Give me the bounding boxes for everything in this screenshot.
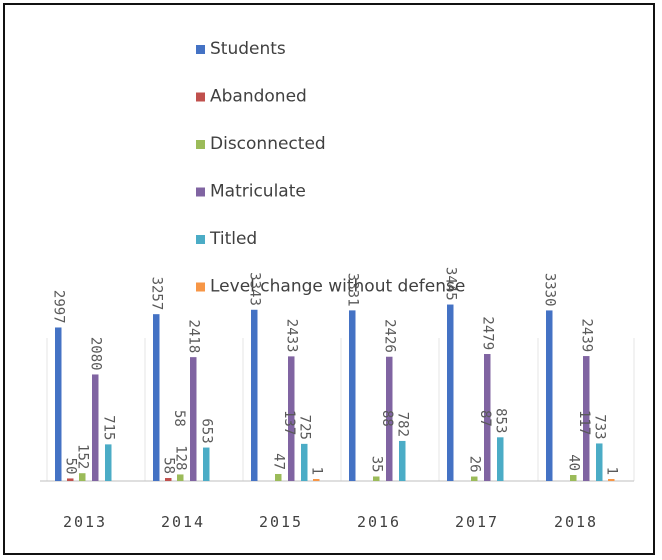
data-label-students-2017: 3445 <box>442 267 458 301</box>
data-label-students-2016: 3331 <box>344 273 360 307</box>
data-label-disconnected-2016: 35 <box>368 456 384 473</box>
data-label-students-2014: 3257 <box>148 277 164 311</box>
category-label-2013: 2013 <box>63 513 107 531</box>
bar-matriculate-2016 <box>386 356 393 481</box>
bar-disconnected-2017 <box>471 476 478 481</box>
data-label-extra-2014: 58 <box>171 410 187 427</box>
data-label-titled-2016: 782 <box>394 412 410 437</box>
data-label-students-2013: 2997 <box>50 290 66 324</box>
data-label-abandoned-2014: 58 <box>160 457 176 474</box>
bar-abandoned-2013 <box>67 478 74 481</box>
bar-level-change-without-defense-2015 <box>313 479 320 481</box>
bar-titled-2014 <box>203 447 210 481</box>
bar-matriculate-2014 <box>190 357 197 481</box>
data-label-extra-2015: 137 <box>281 410 297 435</box>
data-label-matriculate-2015: 2433 <box>283 319 299 353</box>
data-label-matriculate-2014: 2418 <box>185 320 201 354</box>
legend-label-students: Students <box>210 39 286 59</box>
data-label-titled-2013: 715 <box>100 415 116 440</box>
legend-swatch-level-change-without-defense <box>196 282 205 292</box>
bar-titled-2015 <box>301 443 308 481</box>
legend-label-titled: Titled <box>209 229 257 249</box>
data-label-matriculate-2018: 2439 <box>578 318 594 352</box>
legend-swatch-students <box>196 45 205 54</box>
data-label-disconnected-2015: 47 <box>270 453 286 470</box>
bar-matriculate-2015 <box>288 356 295 481</box>
bar-matriculate-2017 <box>484 354 491 481</box>
bar-disconnected-2016 <box>373 476 380 481</box>
data-label-level-change-without-defense-2018: 1 <box>603 467 619 475</box>
bar-students-2016 <box>349 310 356 481</box>
bar-disconnected-2018 <box>570 475 577 481</box>
data-label-titled-2015: 725 <box>296 415 312 440</box>
bar-disconnected-2015 <box>275 473 282 481</box>
bar-matriculate-2018 <box>583 356 590 481</box>
bar-students-2015 <box>251 309 258 481</box>
data-label-abandoned-2013: 50 <box>62 458 78 475</box>
category-label-2018: 2018 <box>554 513 598 531</box>
data-label-level-change-without-defense-2015: 1 <box>308 467 324 475</box>
data-label-extra-2018: 117 <box>576 410 592 435</box>
data-label-disconnected-2013: 152 <box>74 444 90 469</box>
bar-matriculate-2013 <box>92 374 99 481</box>
bar-titled-2018 <box>596 443 603 481</box>
legend-label-matriculate: Matriculate <box>210 182 306 202</box>
data-label-titled-2014: 653 <box>198 418 214 443</box>
category-label-2015: 2015 <box>259 513 303 531</box>
category-label-2014: 2014 <box>161 513 205 531</box>
legend-swatch-abandoned <box>196 92 205 102</box>
bar-level-change-without-defense-2018 <box>608 479 615 481</box>
bar-titled-2013 <box>105 444 112 481</box>
legend-swatch-titled <box>196 235 205 244</box>
data-label-matriculate-2017: 2479 <box>479 316 495 350</box>
category-label-2016: 2016 <box>357 513 401 531</box>
bar-disconnected-2013 <box>79 473 86 481</box>
legend-label-disconnected: Disconnected <box>210 134 326 154</box>
bar-students-2014 <box>153 314 160 481</box>
data-label-matriculate-2013: 2080 <box>87 337 103 371</box>
bar-disconnected-2014 <box>177 474 184 481</box>
data-label-students-2015: 3343 <box>246 272 262 306</box>
bar-students-2013 <box>55 327 62 481</box>
legend-swatch-disconnected <box>196 140 205 149</box>
legend-label-abandoned: Abandoned <box>210 87 307 107</box>
bar-titled-2016 <box>399 440 406 481</box>
data-label-titled-2018: 733 <box>591 414 607 439</box>
bar-students-2017 <box>447 304 454 481</box>
category-label-2017: 2017 <box>455 513 499 531</box>
data-label-disconnected-2017: 26 <box>466 456 482 473</box>
data-label-disconnected-2018: 40 <box>565 454 581 471</box>
data-label-disconnected-2014: 128 <box>172 445 188 470</box>
legend-swatch-matriculate <box>196 187 205 197</box>
data-label-extra-2017: 87 <box>477 410 493 427</box>
data-label-extra-2016: 88 <box>379 410 395 427</box>
data-label-matriculate-2016: 2426 <box>381 319 397 353</box>
legend-label-level-change-without-defense: Level change without defense <box>210 277 465 297</box>
data-label-titled-2017: 853 <box>492 408 508 433</box>
bar-titled-2017 <box>497 437 504 481</box>
data-label-students-2018: 3330 <box>541 273 557 307</box>
bar-abandoned-2014 <box>165 478 172 481</box>
bar-students-2018 <box>546 310 553 481</box>
